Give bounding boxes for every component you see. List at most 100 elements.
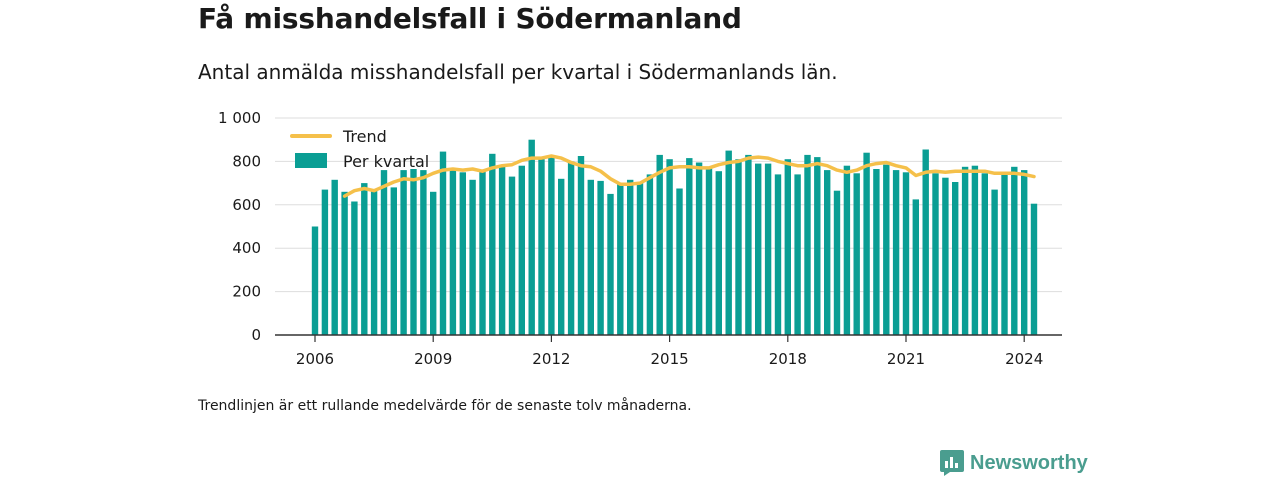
bar bbox=[833, 190, 841, 335]
bar bbox=[311, 226, 319, 335]
y-tick-label: 0 bbox=[251, 326, 261, 344]
bar bbox=[1030, 203, 1038, 335]
legend-bars-label: Per kvartal bbox=[343, 152, 429, 171]
bar bbox=[902, 172, 910, 336]
bar bbox=[627, 179, 634, 335]
bar bbox=[666, 159, 673, 335]
bar bbox=[597, 180, 604, 335]
bar bbox=[361, 183, 368, 335]
bar bbox=[1011, 166, 1018, 335]
chart-title: Få misshandelsfall i Södermanland bbox=[198, 2, 742, 35]
bar bbox=[508, 176, 516, 335]
bar bbox=[676, 188, 683, 335]
bar bbox=[853, 173, 860, 335]
bar bbox=[498, 166, 506, 335]
bar bbox=[942, 177, 949, 335]
bar bbox=[577, 156, 585, 335]
bar bbox=[656, 154, 663, 335]
bar bbox=[814, 157, 821, 335]
legend: Trend Per kvartal bbox=[290, 127, 429, 171]
legend-bars-swatch bbox=[295, 153, 327, 168]
brand-logo: Newsworthy bbox=[940, 450, 1088, 476]
bar bbox=[912, 199, 919, 335]
bar bbox=[617, 183, 624, 335]
bar bbox=[538, 159, 545, 335]
brand-name: Newsworthy bbox=[970, 451, 1088, 474]
newsworthy-logo-icon bbox=[940, 450, 964, 476]
bar bbox=[922, 149, 929, 335]
bar bbox=[764, 163, 772, 335]
bar bbox=[952, 182, 959, 335]
bar bbox=[430, 191, 437, 335]
x-tick-label: 2006 bbox=[296, 350, 334, 368]
bar bbox=[892, 170, 900, 335]
bar bbox=[518, 165, 525, 335]
bar bbox=[489, 153, 496, 335]
bar bbox=[932, 173, 939, 335]
bar bbox=[991, 189, 998, 335]
y-axis-ticks: 0 200 400 600 800 1 000 bbox=[218, 109, 261, 344]
y-tick-label: 200 bbox=[232, 283, 261, 301]
bar bbox=[636, 183, 644, 335]
bar bbox=[873, 169, 880, 335]
bar bbox=[794, 174, 801, 335]
bar bbox=[705, 167, 713, 335]
bar bbox=[824, 170, 831, 335]
bar bbox=[351, 201, 358, 335]
bar bbox=[558, 178, 565, 335]
bar bbox=[1021, 170, 1028, 335]
bar bbox=[380, 170, 388, 335]
bar bbox=[755, 163, 762, 335]
bar bbox=[646, 174, 654, 335]
footnote: Trendlinjen är ett rullande medelvärde f… bbox=[198, 398, 692, 414]
bar bbox=[686, 158, 693, 335]
trend-line-path bbox=[342, 154, 1036, 198]
bar bbox=[341, 191, 348, 335]
bars bbox=[311, 139, 1038, 336]
chart-subtitle: Antal anmälda misshandelsfall per kvarta… bbox=[198, 60, 838, 84]
x-axis-ticks: 2006 2009 2012 2015 2018 2021 2024 bbox=[296, 335, 1043, 368]
bar bbox=[587, 179, 594, 335]
bar bbox=[400, 170, 407, 335]
legend-trend-label: Trend bbox=[342, 127, 387, 146]
bar bbox=[981, 173, 988, 335]
y-tick-label: 600 bbox=[232, 196, 261, 214]
x-tick-label: 2015 bbox=[651, 350, 689, 368]
bar bbox=[528, 139, 535, 335]
bar bbox=[804, 154, 811, 335]
bar bbox=[695, 162, 703, 335]
bar bbox=[548, 157, 555, 335]
bar bbox=[971, 165, 979, 335]
bar bbox=[390, 187, 397, 335]
bar bbox=[961, 166, 969, 335]
bar bbox=[321, 189, 329, 335]
bar bbox=[469, 179, 476, 335]
x-tick-label: 2021 bbox=[887, 350, 925, 368]
bar bbox=[331, 179, 338, 335]
bar bbox=[784, 159, 791, 335]
bar bbox=[725, 150, 732, 335]
x-tick-label: 2018 bbox=[769, 350, 807, 368]
x-tick-label: 2009 bbox=[414, 350, 452, 368]
bar bbox=[459, 172, 466, 336]
y-tick-label: 800 bbox=[232, 152, 261, 170]
bar bbox=[745, 154, 752, 335]
bar bbox=[715, 171, 722, 335]
bar bbox=[1001, 173, 1008, 335]
bar bbox=[863, 152, 870, 335]
bar bbox=[420, 170, 427, 335]
bar bbox=[774, 174, 782, 335]
bar bbox=[843, 165, 851, 335]
bar bbox=[479, 170, 486, 335]
bar bbox=[449, 170, 457, 335]
x-tick-label: 2012 bbox=[532, 350, 570, 368]
bar bbox=[439, 151, 447, 335]
bar bbox=[410, 169, 417, 335]
bar bbox=[735, 159, 742, 335]
x-tick-label: 2024 bbox=[1005, 350, 1043, 368]
bar bbox=[567, 161, 575, 335]
bar bbox=[370, 189, 378, 335]
y-tick-label: 1 000 bbox=[218, 109, 261, 127]
bar bbox=[607, 193, 614, 335]
